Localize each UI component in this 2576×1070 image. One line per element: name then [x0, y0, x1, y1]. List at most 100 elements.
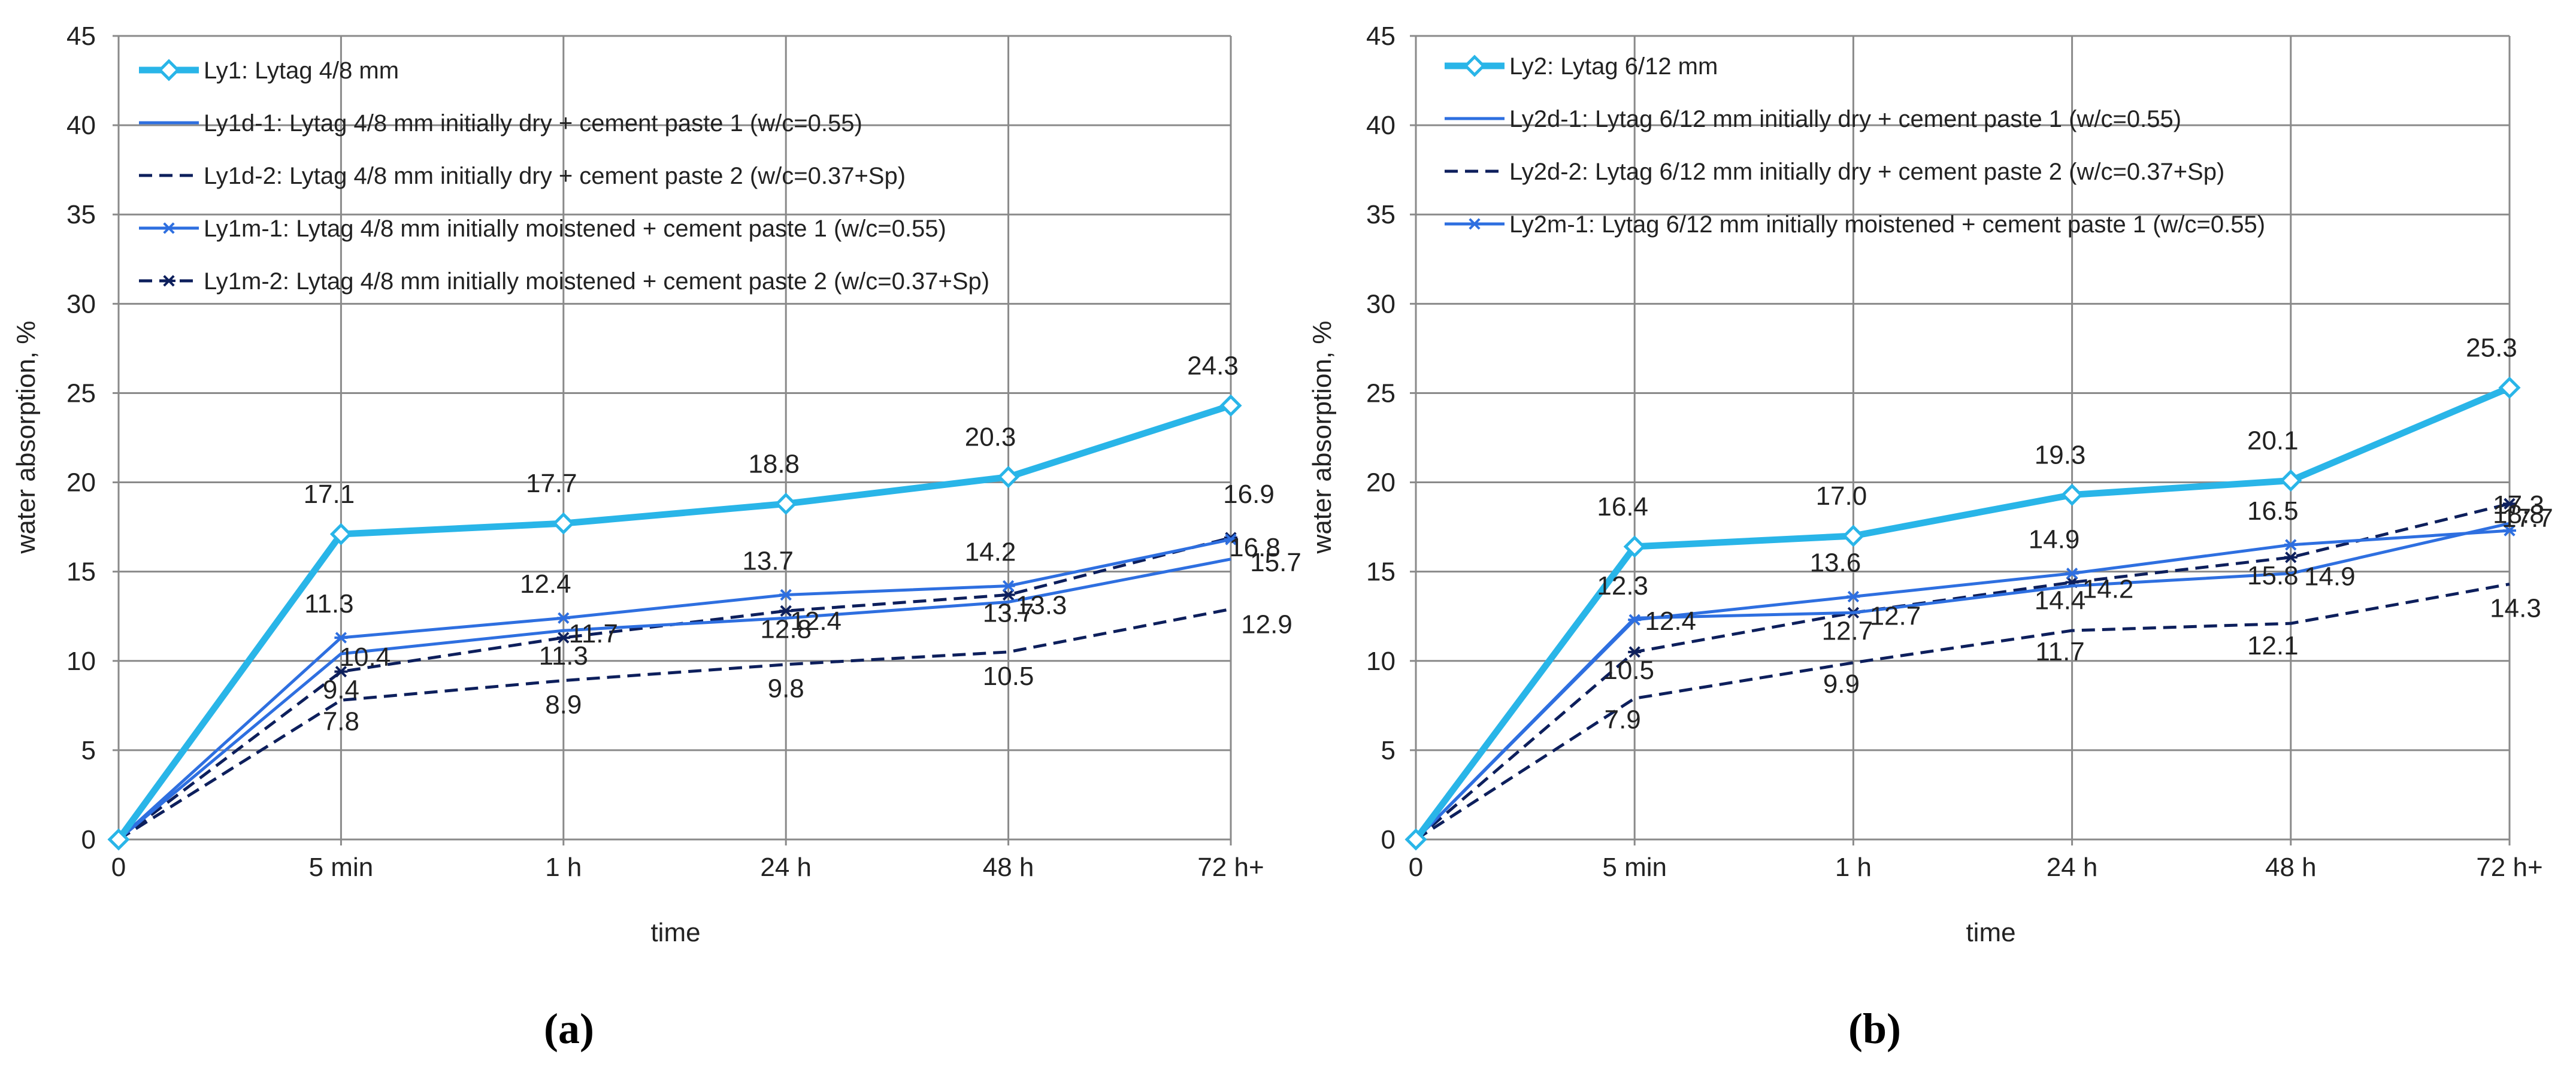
legend-marker-star-c: [163, 222, 175, 234]
legend-label: Ly2d-2: Lytag 6/12 mm initially dry + ce…: [1509, 159, 2224, 185]
series-1: [107, 394, 1242, 851]
y-tick-label: 35: [66, 200, 96, 229]
panel-caption: (b): [1848, 1005, 1901, 1053]
data-label: 17.1: [304, 480, 355, 509]
y-tick-label: 10: [66, 647, 96, 676]
data-label: 10.4: [340, 642, 391, 672]
y-tick-label: 20: [66, 468, 96, 498]
legend-label: Ly1m-2: Lytag 4/8 mm initially moistened…: [204, 268, 989, 295]
data-point-diamond: [2280, 469, 2302, 492]
series-line: [1413, 384, 2511, 842]
data-point-star-c: [1225, 534, 1237, 545]
legend-label: Ly1: Lytag 4/8 mm: [204, 57, 399, 84]
y-tick-label: 0: [81, 825, 96, 854]
data-label: 9.8: [768, 674, 804, 704]
data-label: 12.1: [2247, 631, 2299, 660]
data-label: 17.0: [1816, 481, 1867, 511]
data-point-diamond: [1219, 394, 1242, 417]
legend-marker-star-c: [1469, 218, 1481, 230]
y-tick-label: 15: [66, 557, 96, 587]
series-5: [1409, 498, 2516, 845]
data-label: 9.9: [1823, 669, 1860, 699]
series-4: [112, 534, 1237, 845]
x-tick-label: 72 h+: [1197, 853, 1264, 882]
data-point-star-c: [1847, 590, 1860, 603]
data-label: 13.6: [1810, 548, 1861, 577]
data-point-diamond: [1623, 535, 1646, 558]
data-label: 14.9: [2029, 525, 2080, 554]
data-point-star-c: [2285, 539, 2297, 551]
legend: Ly2: Lytag 6/12 mm Ly2d-1: Lytag 6/12 mm …: [1445, 53, 2265, 238]
y-tick-label: 25: [66, 378, 96, 408]
y-axis-title: water absorption, %: [1307, 321, 1337, 554]
x-axis-title: time: [650, 918, 700, 947]
x-tick-label: 0: [111, 853, 126, 882]
x-tick-label: 48 h: [983, 853, 1034, 882]
data-point-star-c: [1002, 589, 1015, 601]
x-tick-label: 24 h: [2047, 853, 2098, 882]
x-tick-label: 1 h: [1835, 853, 1872, 882]
y-tick-label: 15: [1366, 557, 1396, 587]
data-label: 13.7: [983, 598, 1034, 628]
data-point-star-c: [2066, 567, 2078, 580]
data-label: 17.7: [2502, 504, 2553, 533]
data-label: 16.9: [1223, 480, 1275, 509]
data-point-star-c: [2504, 498, 2516, 510]
x-tick-label: 1 h: [545, 853, 582, 882]
data-point-diamond: [329, 523, 352, 545]
series-line: [1415, 583, 2510, 841]
y-tick-label: 30: [1366, 289, 1396, 319]
series-line: [117, 538, 1231, 841]
y-tick-label: 5: [81, 736, 96, 765]
data-label: 7.8: [323, 707, 359, 736]
data-point-star-c: [780, 589, 792, 601]
x-tick-label: 0: [1409, 853, 1423, 882]
data-point-diamond: [107, 828, 130, 851]
series-line: [1415, 522, 2510, 841]
legend-marker-star-c: [163, 275, 175, 287]
data-label: 11.7: [2035, 637, 2084, 666]
legend-label: Ly2: Lytag 6/12 mm: [1509, 53, 1718, 80]
y-tick-label: 5: [1381, 736, 1396, 765]
legend-label: Ly1d-1: Lytag 4/8 mm initially dry + cem…: [204, 110, 862, 137]
data-label: 12.8: [760, 614, 812, 644]
data-label: 14.2: [965, 538, 1016, 567]
data-label: 24.3: [1187, 351, 1239, 380]
data-label: 14.2: [2082, 575, 2134, 604]
y-tick-label: 45: [1366, 22, 1396, 51]
data-point-star-c: [558, 612, 570, 624]
series-3: [1415, 583, 2510, 841]
data-label: 16.8: [1229, 533, 1281, 562]
data-label: 12.9: [1241, 610, 1292, 639]
data-point-diamond: [2061, 483, 2084, 506]
y-tick-label: 30: [66, 289, 96, 319]
data-label: 8.9: [545, 690, 582, 720]
x-tick-label: 48 h: [2265, 853, 2317, 882]
y-tick-label: 0: [1381, 825, 1396, 854]
data-label: 15.8: [2247, 561, 2299, 590]
data-label: 16.5: [2247, 496, 2299, 526]
y-tick-label: 20: [1366, 468, 1396, 498]
x-tick-label: 5 min: [1602, 853, 1667, 882]
legend-label: Ly2m-1: Lytag 6/12 mm initially moistene…: [1509, 211, 2265, 238]
data-label: 11.3: [304, 589, 353, 619]
data-label: 12.4: [520, 569, 571, 599]
series-2: [117, 557, 1231, 841]
panel-caption: (a): [544, 1005, 594, 1053]
data-label: 13.7: [742, 546, 794, 575]
chart-panel-a: 0 5 10 15 20 25 30 35 40 45 0 5 min 1 h 24 h 48 h 72 h+…: [11, 22, 1301, 947]
data-label: 20.1: [2247, 426, 2299, 456]
data-label: 17.7: [526, 469, 577, 498]
data-label: 10.5: [983, 662, 1034, 691]
y-axis-title: water absorption, %: [11, 321, 41, 554]
series-1: [1404, 376, 2521, 851]
legend-label: Ly2d-1: Lytag 6/12 mm initially dry + ce…: [1509, 106, 2181, 132]
data-label: 19.3: [2035, 440, 2086, 469]
series-3: [117, 607, 1231, 841]
data-label: 10.5: [1603, 656, 1654, 685]
data-label: 13.3: [1016, 590, 1067, 620]
x-tick-label: 24 h: [760, 853, 812, 882]
data-label: 12.7: [1870, 601, 1921, 631]
data-label: 9.4: [323, 675, 359, 705]
